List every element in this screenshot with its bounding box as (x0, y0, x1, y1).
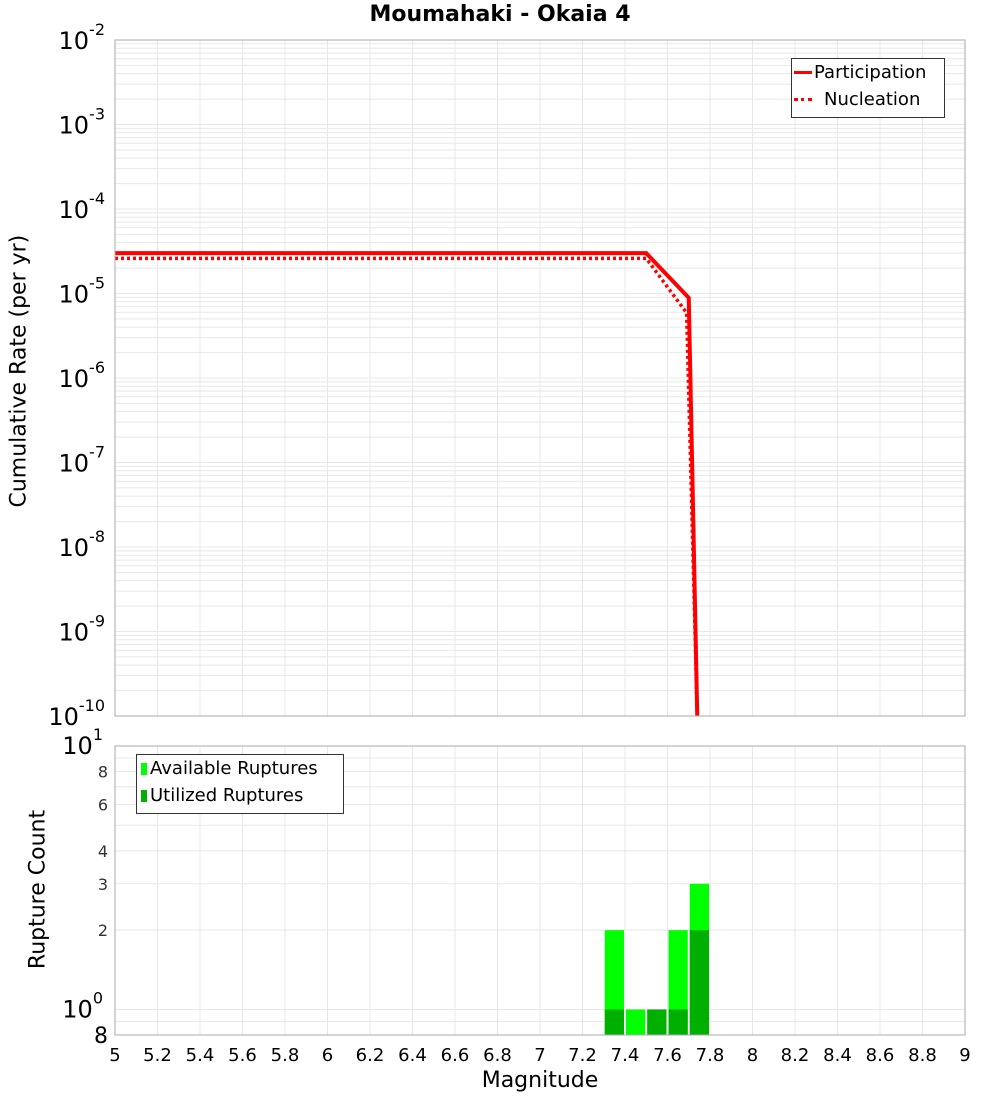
utilized-swatch-icon (141, 790, 147, 802)
x-tick-label: 6.8 (483, 1045, 512, 1066)
utilized-bar (647, 1009, 666, 1035)
x-tick-label: 5.6 (228, 1045, 257, 1066)
x-tick-label: 6.2 (356, 1045, 385, 1066)
legend-label: Utilized Ruptures (150, 785, 303, 806)
y-tick-label: 8 (94, 1024, 108, 1049)
chart-canvas: 10-210-310-410-510-610-710-810-910-10 10… (0, 0, 1000, 1100)
x-tick-label: 7 (534, 1045, 545, 1066)
top-y-axis-ticks: 10-210-310-410-510-610-710-810-910-10 (48, 20, 105, 731)
y-tick-label: 10-3 (59, 105, 106, 140)
legend-ruptures: Available Ruptures Utilized Ruptures (136, 754, 344, 814)
x-tick-label: 7.2 (568, 1045, 597, 1066)
x-tick-label: 8.4 (823, 1045, 852, 1066)
legend-item-participation: Participation (792, 59, 944, 86)
bottom-plot-bars (605, 884, 709, 1035)
x-tick-label: 8 (747, 1045, 758, 1066)
y-tick-label: 2 (98, 921, 108, 940)
y-tick-label: 4 (98, 842, 108, 861)
x-tick-label: 7.4 (611, 1045, 640, 1066)
top-plot-grid (115, 40, 965, 716)
y-tick-label: 10-9 (59, 612, 106, 647)
legend-rate: Participation Nucleation (791, 58, 945, 118)
legend-label: Participation (814, 62, 926, 83)
y-axis-label-rate: Cumulative Rate (per yr) (7, 248, 32, 508)
y-axis-label-count: Rupture Count (26, 810, 51, 970)
y-tick-label: 6 (98, 795, 108, 814)
x-tick-label: 7.6 (653, 1045, 682, 1066)
x-tick-label: 8.6 (866, 1045, 895, 1066)
x-axis-ticks: 5 5.2 5.4 5.6 5.8 6 6.2 6.4 6.6 6.8 7 7.2 7.4 7.6 7.8 8… (109, 1045, 970, 1066)
y-tick-label: 10-4 (59, 189, 106, 224)
x-tick-label: 9 (959, 1045, 970, 1066)
x-tick-label: 6 (322, 1045, 333, 1066)
x-tick-label: 5.4 (186, 1045, 215, 1066)
x-tick-label: 8.2 (781, 1045, 810, 1066)
utilized-bar (690, 930, 709, 1035)
y-tick-label: 10-6 (59, 358, 106, 393)
y-tick-label: 10-8 (59, 527, 106, 562)
legend-label: Available Ruptures (150, 758, 318, 779)
y-tick-label: 8 (98, 763, 108, 782)
available-bar (626, 1009, 645, 1035)
y-tick-label: 10-2 (59, 20, 106, 55)
legend-label: Nucleation (824, 89, 920, 110)
utilized-bar (605, 1009, 624, 1035)
x-tick-label: 8.8 (908, 1045, 937, 1066)
participation-line (115, 253, 697, 716)
available-swatch-icon (141, 763, 147, 775)
x-axis-label: Magnitude (440, 1068, 640, 1093)
legend-item-available: Available Ruptures (137, 755, 343, 782)
x-tick-label: 5 (109, 1045, 120, 1066)
bottom-y-axis-ticks: 101100864328 (62, 725, 108, 1049)
dotted-line-swatch-icon (794, 98, 812, 101)
x-tick-label: 5.2 (143, 1045, 172, 1066)
legend-item-nucleation: Nucleation (792, 86, 944, 113)
x-tick-label: 7.8 (696, 1045, 725, 1066)
solid-line-swatch-icon (794, 71, 812, 74)
x-tick-label: 5.8 (271, 1045, 300, 1066)
y-tick-label: 10-7 (59, 443, 106, 478)
top-plot-series (115, 253, 697, 716)
y-tick-label: 3 (98, 875, 108, 894)
legend-item-utilized: Utilized Ruptures (137, 782, 343, 809)
y-tick-label: 100 (62, 988, 103, 1023)
x-tick-label: 6.4 (398, 1045, 427, 1066)
x-tick-label: 6.6 (441, 1045, 470, 1066)
utilized-bar (669, 1009, 688, 1035)
y-tick-label: 10-5 (59, 274, 106, 309)
